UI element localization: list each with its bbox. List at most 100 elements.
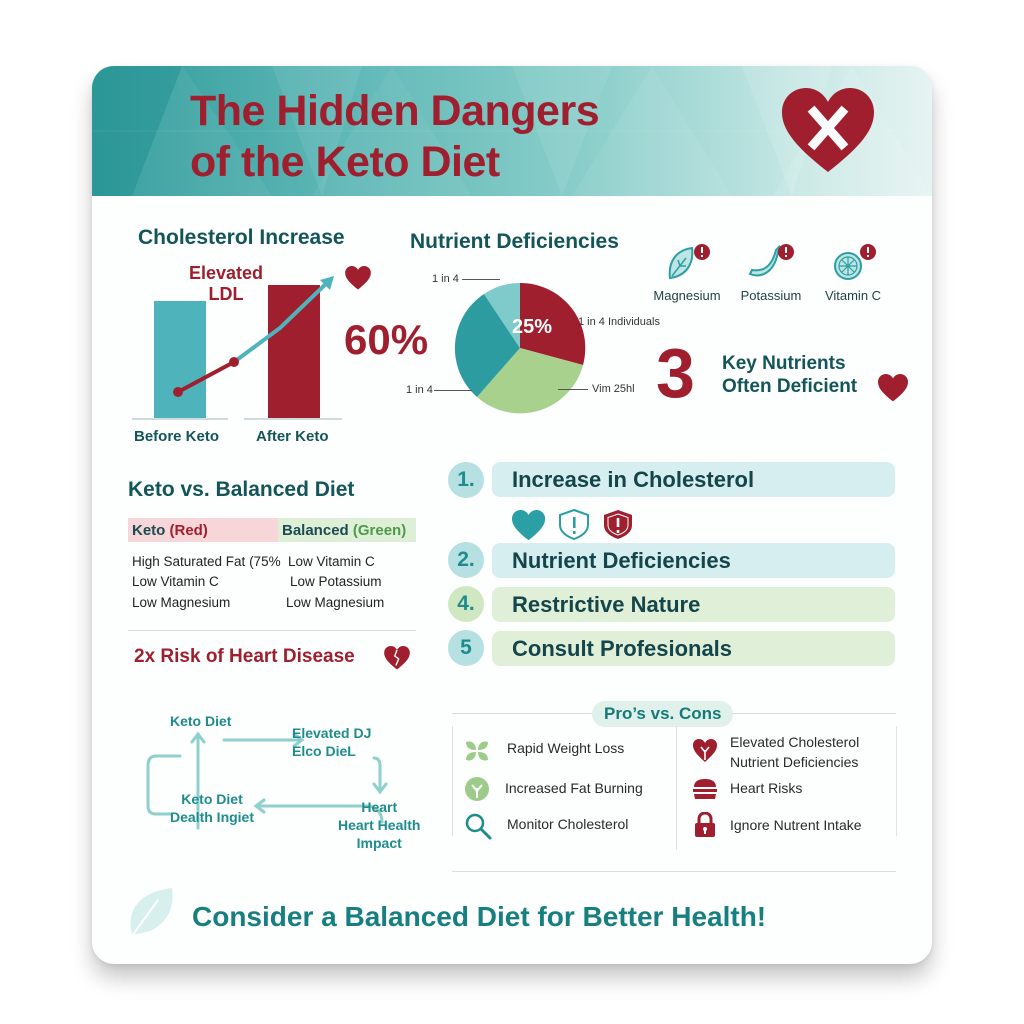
step-restrictive-nature: Restrictive Nature bbox=[492, 587, 895, 622]
pro-item-3: Monitor Cholesterol bbox=[507, 816, 629, 832]
heart-icon bbox=[512, 510, 546, 540]
heart-sprout-icon bbox=[693, 739, 717, 762]
header-banner: The Hidden Dangers of the Keto Diet bbox=[92, 66, 932, 196]
callout-1: 1 in 4 bbox=[432, 273, 459, 285]
cycle-node-line: Heart Health bbox=[338, 817, 421, 833]
title-line-1: The Hidden Dangers bbox=[190, 87, 600, 135]
cycle-arrows bbox=[146, 731, 388, 830]
ldl-annotation: Elevated LDL bbox=[186, 263, 266, 305]
balanced-header-label: Balanced bbox=[282, 522, 349, 539]
nutrient-label: Vitamin C bbox=[824, 288, 882, 303]
nutrient-magnesium: Magnesium bbox=[642, 242, 732, 303]
cholesterol-title: Cholesterol Increase bbox=[138, 226, 345, 249]
cycle-node-line: Impact bbox=[356, 835, 402, 851]
nutrient-vitamin-c: Vitamin C bbox=[808, 242, 898, 303]
cycle-node-keto-death: Keto Diet Dealth Ingiet bbox=[170, 790, 254, 826]
leaf-icon bbox=[668, 244, 710, 280]
con-item-3: Ignore Nutrent Intake bbox=[730, 817, 862, 833]
percent-60: 60% bbox=[344, 316, 429, 363]
step-nutrient-deficiencies: Nutrient Deficiencies bbox=[492, 543, 895, 578]
label-before-keto: Before Keto bbox=[134, 428, 220, 445]
cycle-node-line: Keto Diet bbox=[181, 791, 243, 807]
footer-call-to-action: Consider a Balanced Diet for Better Heal… bbox=[192, 901, 767, 932]
nutrient-potassium: Potassium bbox=[726, 242, 816, 303]
con-item-1: Elevated Cholesterol Nutrient Deficienci… bbox=[730, 732, 859, 772]
axis-line-right bbox=[244, 418, 342, 420]
triangle-pattern bbox=[92, 66, 932, 196]
balanced-header: Balanced (Green) bbox=[278, 518, 416, 542]
step-number-5: 5 bbox=[448, 630, 484, 666]
leaves-icon bbox=[466, 741, 488, 761]
nutrients-title: Nutrient Deficiencies bbox=[410, 230, 619, 253]
heart-icon bbox=[878, 374, 908, 402]
step-number-1: 1. bbox=[448, 462, 484, 498]
infographic-card: The Hidden Dangers of the Keto Diet Chol… bbox=[92, 66, 932, 964]
page-title: The Hidden Dangers of the Keto Diet bbox=[190, 86, 600, 188]
keto-header-label: Keto bbox=[132, 522, 166, 539]
bar-after-keto bbox=[268, 285, 320, 419]
step-number-4: 4. bbox=[448, 586, 484, 622]
pie-center-label: 25% bbox=[512, 316, 553, 338]
step-number-2: 2. bbox=[448, 542, 484, 578]
heart-risk-text: 2x Risk of Heart Disease bbox=[134, 646, 355, 667]
keto-row-3: Low Magnesium bbox=[132, 595, 231, 610]
balanced-row-1: Low Vitamin C bbox=[288, 554, 375, 569]
divider bbox=[452, 871, 896, 872]
key-nutrients-count: 3 bbox=[656, 334, 695, 412]
label-after-keto: After Keto bbox=[256, 428, 329, 445]
leader-line bbox=[558, 389, 588, 390]
keto-row-2: Low Vitamin C bbox=[132, 574, 219, 589]
nutrient-label: Magnesium bbox=[653, 288, 721, 303]
comparison-title: Keto vs. Balanced Diet bbox=[128, 478, 355, 501]
pie-chart bbox=[454, 282, 586, 414]
keto-row-1: High Saturated Fat (75% bbox=[132, 554, 281, 569]
cycle-node-keto-diet: Keto Diet bbox=[170, 713, 232, 729]
trend-arrow bbox=[173, 276, 334, 397]
step-consult-professionals: Consult Profesionals bbox=[492, 631, 895, 666]
key-nutrients-line-1: Key Nutrients bbox=[722, 353, 846, 374]
cycle-node-heart: Heart Heart Health Impact bbox=[338, 798, 420, 852]
divider bbox=[128, 630, 416, 631]
search-icon bbox=[465, 813, 492, 840]
pro-item-1: Rapid Weight Loss bbox=[507, 740, 625, 756]
divider bbox=[452, 726, 453, 836]
citrus-icon bbox=[834, 244, 876, 280]
ldl-line-2: LDL bbox=[208, 284, 244, 304]
pros-cons-title: Pro’s vs. Cons bbox=[592, 701, 734, 727]
keto-header: Keto (Red) bbox=[128, 518, 278, 542]
title-line-2: of the Keto Diet bbox=[190, 138, 500, 186]
con-item-2: Heart Risks bbox=[730, 780, 803, 796]
con-item-1-line-2: Nutrient Deficiencies bbox=[730, 754, 859, 770]
step-icons-row bbox=[512, 508, 632, 540]
lock-icon bbox=[695, 812, 715, 837]
divider bbox=[452, 713, 592, 714]
key-nutrients-line-2: Often Deficient bbox=[722, 376, 858, 397]
nutrient-label: Potassium bbox=[740, 288, 802, 303]
leaf-icon bbox=[130, 888, 173, 937]
leader-line bbox=[462, 279, 500, 280]
divider bbox=[676, 726, 677, 850]
cycle-node-elevated: Elevated DJ Elco DieL bbox=[292, 724, 371, 760]
ldl-line-1: Elevated bbox=[188, 263, 264, 283]
cycle-node-line: Elevated DJ bbox=[292, 725, 372, 741]
keto-header-color: (Red) bbox=[169, 522, 208, 539]
cycle-node-line: Elco DieL bbox=[292, 743, 356, 759]
banana-icon bbox=[748, 244, 794, 277]
callout-4: Vim 25hl bbox=[592, 383, 635, 395]
heart-icon bbox=[345, 266, 371, 290]
burger-icon bbox=[693, 779, 717, 799]
axis-line-left bbox=[132, 418, 228, 420]
bar-before-keto bbox=[154, 301, 206, 419]
balanced-header-color: (Green) bbox=[352, 522, 407, 539]
divider bbox=[896, 726, 897, 836]
leader-line bbox=[434, 390, 472, 391]
divider bbox=[732, 713, 896, 714]
key-nutrients-label: Key Nutrients Often Deficient bbox=[722, 352, 857, 398]
cycle-node-line: Heart bbox=[361, 799, 398, 815]
step-increase-cholesterol: Increase in Cholesterol bbox=[492, 462, 895, 497]
broken-heart-icon bbox=[384, 646, 410, 670]
sprout-icon bbox=[465, 777, 489, 801]
cycle-node-line: Dealth Ingiet bbox=[170, 809, 255, 825]
callout-3: 1 in 4 bbox=[406, 384, 433, 396]
balanced-row-2: Low Potassium bbox=[290, 574, 382, 589]
